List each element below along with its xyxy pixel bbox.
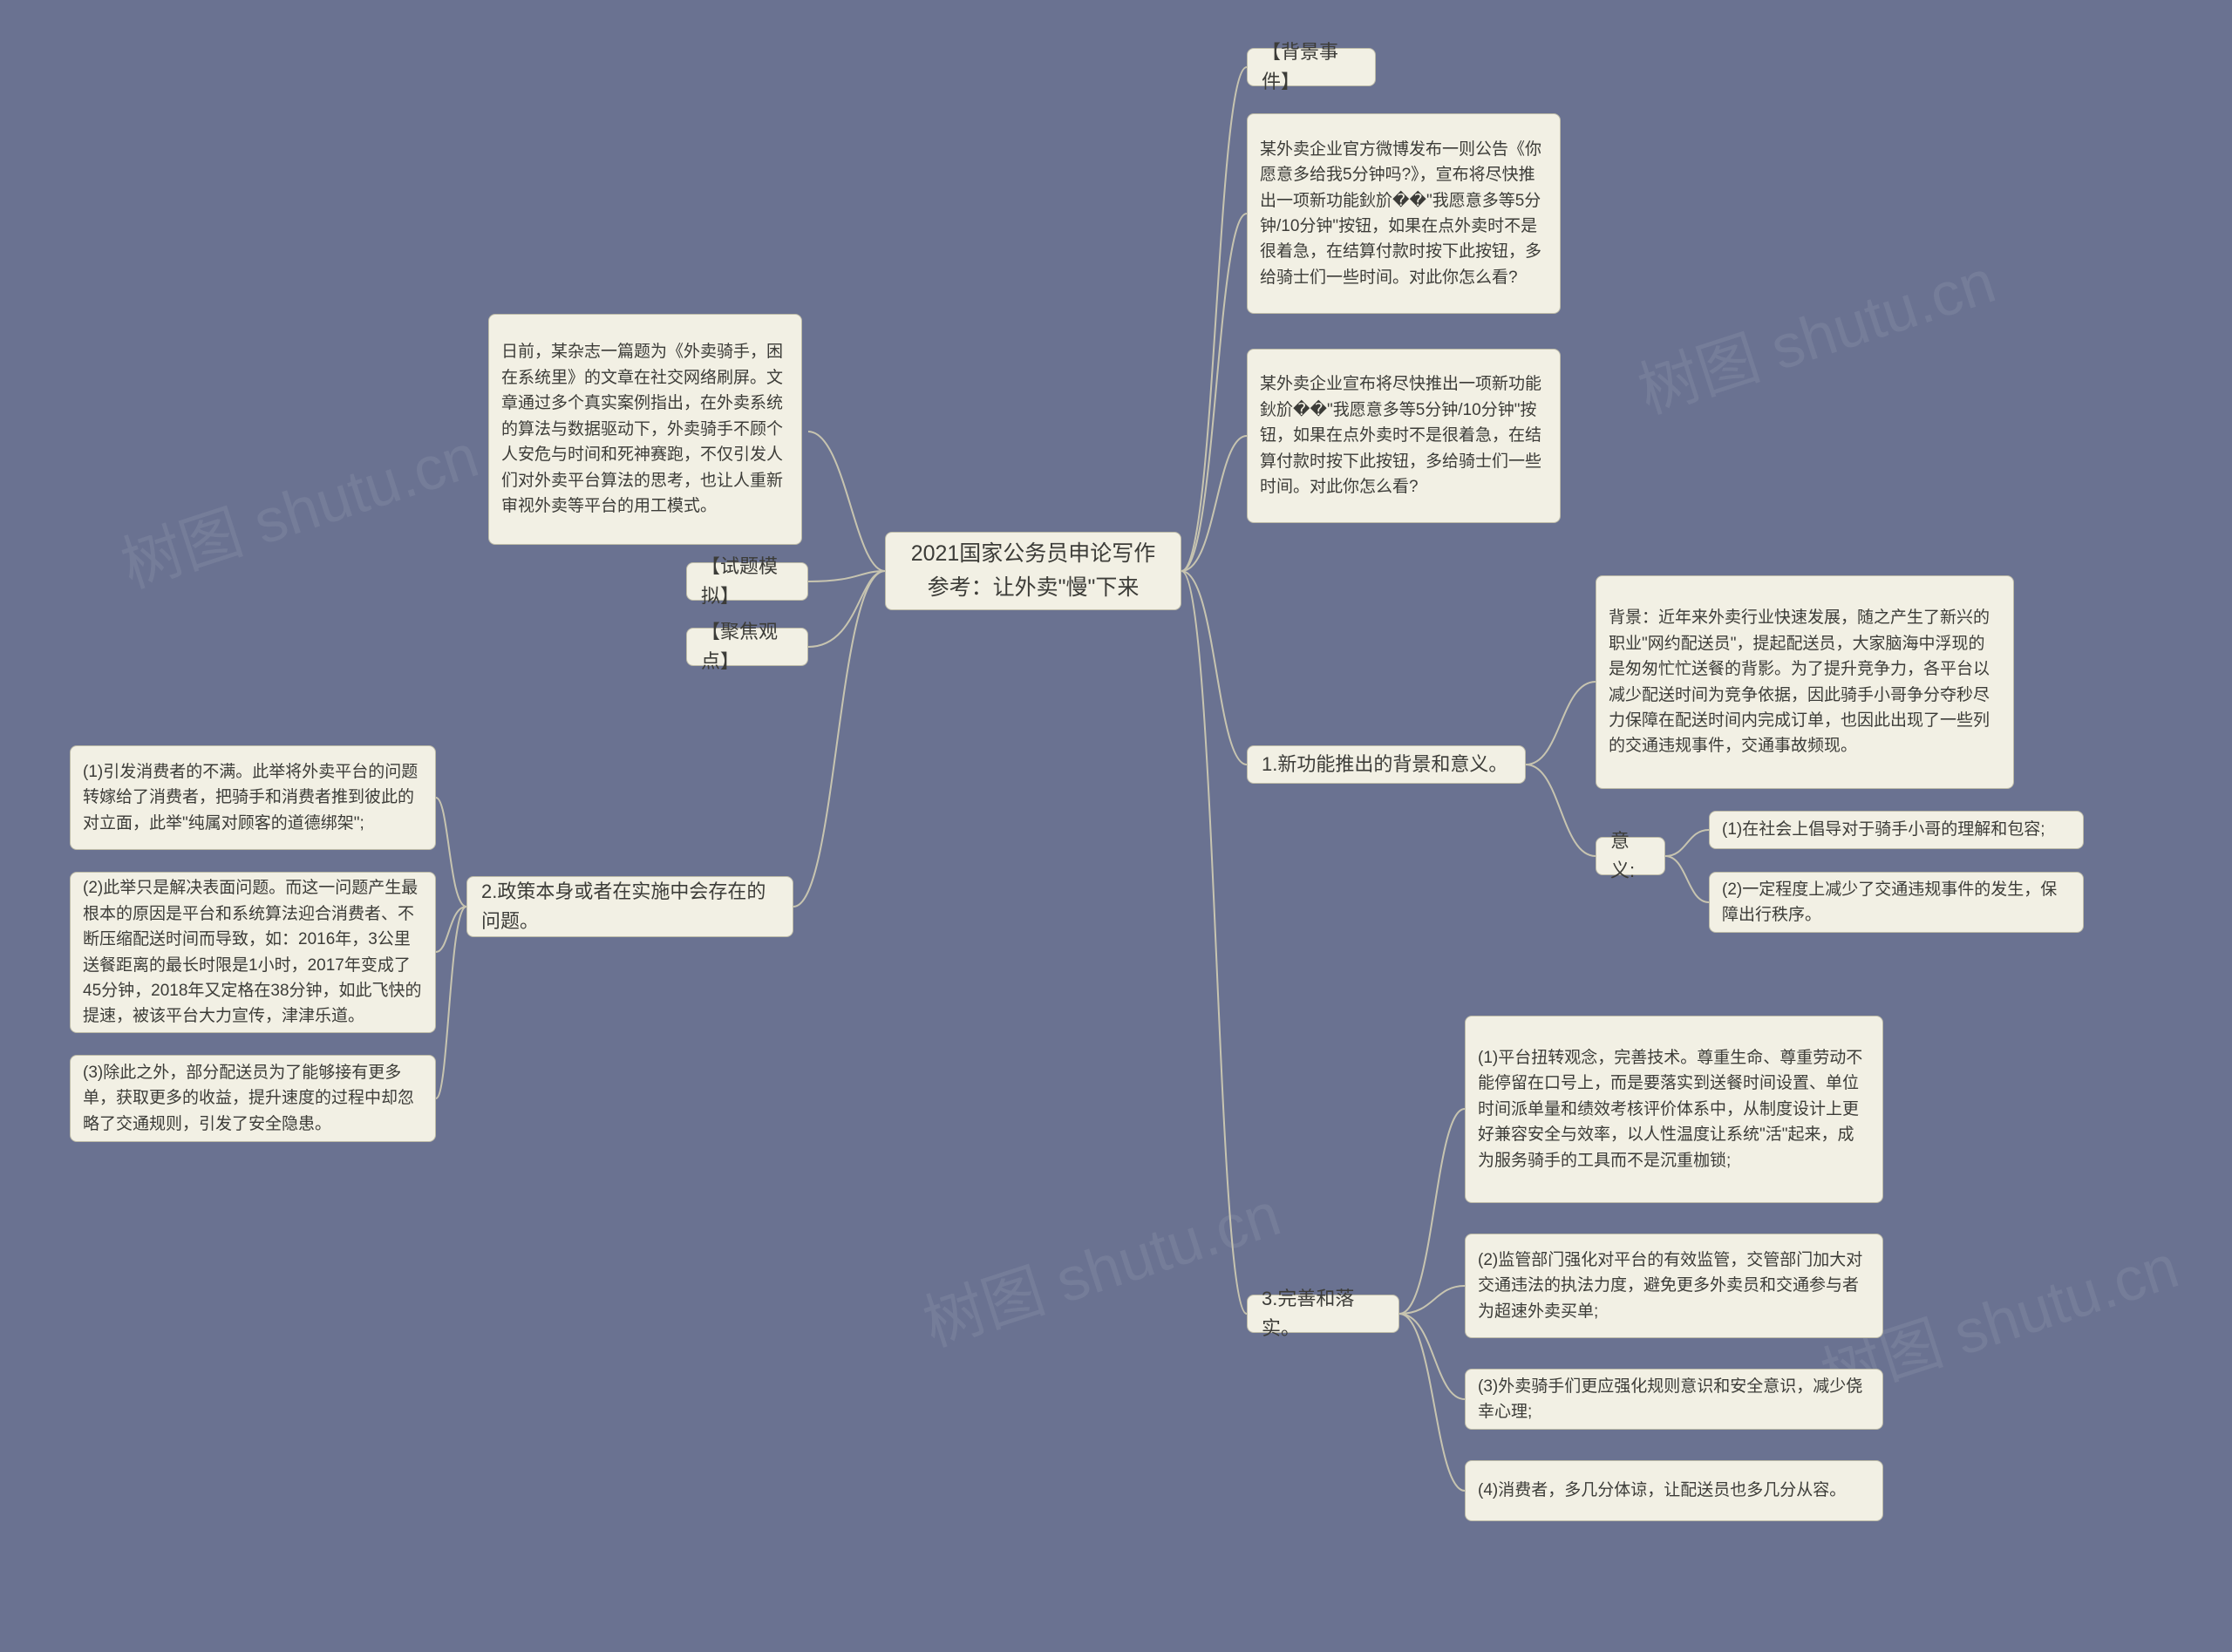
- branch-1-background-meaning: 1.新功能推出的背景和意义。: [1247, 745, 1526, 784]
- branch-1-background: 背景：近年来外卖行业快速发展，随之产生了新兴的职业"网约配送员"，提起配送员，大…: [1596, 575, 2014, 789]
- branch-3-improve-implement: 3.完善和落实。: [1247, 1295, 1399, 1333]
- branch-2-leaf-3: (3)除此之外，部分配送员为了能够接有更多单，获取更多的收益，提升速度的过程中却…: [70, 1055, 436, 1142]
- branch-1-meaning-1: (1)在社会上倡导对于骑手小哥的理解和包容;: [1709, 811, 2084, 849]
- branch-3-leaf-2: (2)监管部门强化对平台的有效监管，交管部门加大对交通违法的执法力度，避免更多外…: [1465, 1234, 1883, 1338]
- branch-3-leaf-4: (4)消费者，多几分体谅，让配送员也多几分从容。: [1465, 1460, 1883, 1521]
- right-announcement-2: 某外卖企业宣布将尽快推出一项新功能鈥斺��"我愿意多等5分钟/10分钟"按钮，如…: [1247, 349, 1561, 523]
- left-exam-simulation: 【试题模拟】: [686, 562, 808, 601]
- right-background-event: 【背景事件】: [1247, 48, 1376, 86]
- right-announcement-1: 某外卖企业官方微博发布一则公告《你愿意多给我5分钟吗?》，宣布将尽快推出一项新功…: [1247, 113, 1561, 314]
- branch-3-leaf-1: (1)平台扭转观念，完善技术。尊重生命、尊重劳动不能停留在口号上，而是要落实到送…: [1465, 1016, 1883, 1203]
- branch-2-policy-problems: 2.政策本身或者在实施中会存在的问题。: [466, 876, 793, 937]
- branch-3-leaf-3: (3)外卖骑手们更应强化规则意识和安全意识，减少侥幸心理;: [1465, 1369, 1883, 1430]
- left-focus-viewpoint: 【聚焦观点】: [686, 628, 808, 666]
- center-topic-text: 2021国家公务员申论写作参考：让外卖"慢"下来: [903, 537, 1163, 605]
- branch-1-meaning-label: 意义:: [1596, 837, 1665, 875]
- branch-2-leaf-2: (2)此举只是解决表面问题。而这一问题产生最根本的原因是平台和系统算法迎合消费者…: [70, 872, 436, 1033]
- mindmap-canvas: 树图 shutu.cn 树图 shutu.cn 树图 shutu.cn 树图 s…: [0, 0, 2232, 1652]
- branch-2-leaf-1: (1)引发消费者的不满。此举将外卖平台的问题转嫁给了消费者，把骑手和消费者推到彼…: [70, 745, 436, 850]
- center-topic: 2021国家公务员申论写作参考：让外卖"慢"下来: [885, 532, 1181, 610]
- branch-1-meaning-2: (2)一定程度上减少了交通违规事件的发生，保障出行秩序。: [1709, 872, 2084, 933]
- left-article-summary: 日前，某杂志一篇题为《外卖骑手，困在系统里》的文章在社交网络刷屏。文章通过多个真…: [488, 314, 802, 545]
